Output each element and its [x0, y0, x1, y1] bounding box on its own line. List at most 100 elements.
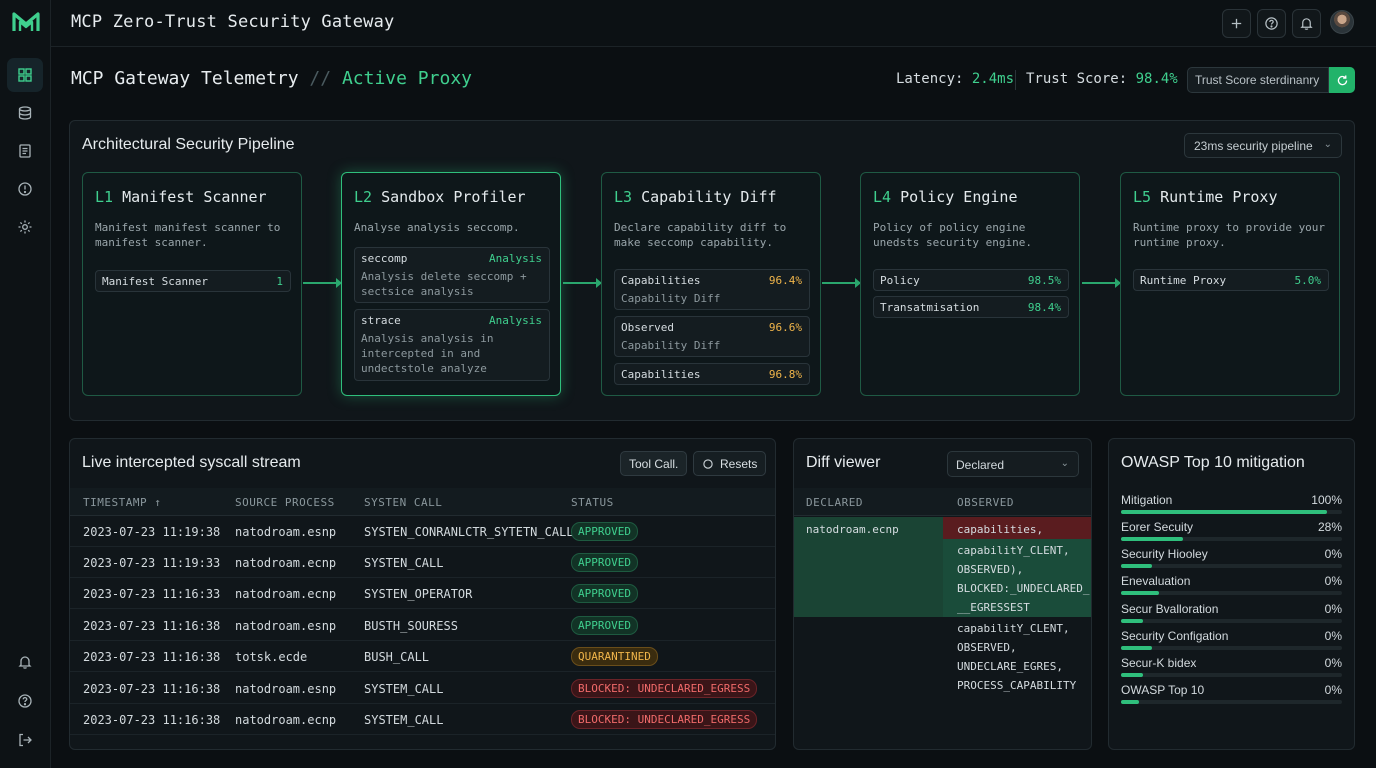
sidebar-item-settings[interactable]	[7, 210, 43, 244]
pipeline-select[interactable]: 23ms security pipeline ⌄	[1184, 133, 1342, 158]
stage-manifest-scanner[interactable]: L1 Manifest Scanner Manifest manifest sc…	[82, 172, 302, 396]
sidebar-item-dashboard[interactable]	[7, 58, 43, 92]
status-badge: APPROVED	[571, 584, 638, 603]
cell-syscall: SYSTEN_CALL	[364, 556, 444, 570]
owasp-title: OWASP Top 10 mitigation	[1121, 454, 1305, 471]
row-label: Manifest Scanner	[102, 275, 208, 288]
chevron-down-icon: ⌄	[1060, 458, 1069, 469]
stage-name: Capability Diff	[641, 188, 777, 206]
owasp-item-label: Eorer Secuity	[1121, 520, 1194, 534]
sidebar-item-documents[interactable]	[7, 134, 43, 168]
stream-title: Live intercepted syscall stream	[82, 454, 301, 471]
cell-timestamp: 2023-07-23 11:16:38	[83, 713, 221, 727]
tool-call-button[interactable]: Tool Call.	[620, 451, 688, 476]
stage-row[interactable]: Manifest Scanner 1	[95, 270, 291, 292]
stage-sandbox-profiler[interactable]: L2 Sandbox Profiler Analyse analysis sec…	[341, 172, 561, 396]
sidebar-logout[interactable]	[7, 723, 43, 757]
pipeline-arrow	[563, 278, 602, 288]
owasp-item: Security Hiooley 0%	[1121, 547, 1342, 574]
avatar[interactable]	[1330, 10, 1354, 34]
cell-syscall: SYSTEM_CALL	[364, 682, 444, 696]
pipeline-arrow	[822, 278, 861, 288]
cell-process: natodroam.ecnp	[235, 587, 337, 601]
help-icon	[18, 694, 32, 708]
logout-icon	[19, 733, 32, 747]
row-value: Analysis	[489, 252, 542, 265]
reset-button[interactable]: Resets	[693, 451, 767, 476]
stage-row[interactable]: Runtime Proxy 5.0%	[1133, 269, 1329, 291]
owasp-item: Enevaluation 0%	[1121, 574, 1342, 601]
diff-mode-select[interactable]: Declared ⌄	[947, 451, 1079, 477]
status-badge: APPROVED	[571, 616, 638, 635]
sidebar-notifications[interactable]	[7, 645, 43, 679]
diff-line: OBSERVED),	[957, 563, 1024, 576]
diff-header: DECLARED OBSERVED	[794, 488, 1091, 516]
cell-syscall: SYSTEN_OPERATOR	[364, 587, 473, 601]
col-system-call[interactable]: SYSTEN CALL	[364, 496, 443, 509]
row-sub: Analysis delete seccomp + sectsice analy…	[361, 270, 527, 298]
stage-capability-diff[interactable]: L3 Capability Diff Declare capability di…	[601, 172, 821, 396]
notifications-button[interactable]	[1292, 9, 1321, 38]
stage-name: Runtime Proxy	[1160, 188, 1278, 206]
owasp-item-label: Security Configation	[1121, 629, 1229, 643]
help-button[interactable]	[1257, 9, 1286, 38]
add-button[interactable]	[1222, 9, 1251, 38]
progress-track	[1121, 619, 1342, 623]
sidebar-item-database[interactable]	[7, 96, 43, 130]
page-subtitle: Active Proxy	[341, 68, 472, 89]
stage-number: L2	[354, 188, 373, 206]
table-row[interactable]: 2023-07-23 11:16:38 natodroam.esnp BUSTH…	[70, 610, 775, 641]
row-label: Capabilities	[621, 274, 701, 287]
table-row[interactable]: 2023-07-23 11:16:38 totsk.ecde BUSH_CALL…	[70, 641, 775, 672]
row-value: Analysis	[489, 314, 542, 327]
table-row[interactable]: 2023-07-23 11:19:38 natodroam.esnp SYSTE…	[70, 516, 775, 547]
owasp-item-label: Mitigation	[1121, 493, 1173, 507]
owasp-item: Security Configation 0%	[1121, 629, 1342, 656]
row-label: Runtime Proxy	[1140, 274, 1227, 287]
top-bar: MCP Zero-Trust Security Gateway	[51, 0, 1376, 47]
stage-policy-engine[interactable]: L4 Policy Engine Policy of policy engine…	[860, 172, 1080, 396]
stage-row[interactable]: Policy 98.5%	[873, 269, 1069, 291]
progress-fill	[1121, 537, 1183, 541]
col-status[interactable]: STATUS	[571, 496, 614, 509]
col-timestamp[interactable]: TIMESTAMP ↑	[83, 496, 161, 509]
stage-row[interactable]: Transatmisation 98.4%	[873, 296, 1069, 318]
owasp-item-label: Security Hiooley	[1121, 547, 1208, 561]
owasp-item-label: Secur-K bidex	[1121, 656, 1197, 670]
table-row[interactable]: 2023-07-23 11:16:38 natodroam.esnp SYSTE…	[70, 673, 775, 704]
diff-title: Diff viewer	[806, 454, 881, 471]
owasp-item-value: 100%	[1311, 493, 1342, 507]
trust-value: 98.4%	[1135, 71, 1178, 87]
stage-runtime-proxy[interactable]: L5 Runtime Proxy Runtime proxy to provid…	[1120, 172, 1340, 396]
refresh-button[interactable]	[1329, 67, 1355, 93]
table-row[interactable]: 2023-07-23 11:16:33 natodroam.ecnp SYSTE…	[70, 578, 775, 609]
row-value: 96.6%	[768, 321, 802, 334]
bell-icon	[1300, 18, 1313, 30]
declared-value: natodroam.ecnp	[806, 523, 899, 536]
table-row[interactable]: 2023-07-23 11:16:38 natodroam.ecnp SYSTE…	[70, 704, 775, 735]
progress-track	[1121, 564, 1342, 568]
stage-row[interactable]: seccomp Analysis Analysis delete seccomp…	[354, 247, 550, 303]
row-value: 5.0%	[1294, 274, 1322, 287]
trust-score-select[interactable]: Trust Score sterdinanry	[1187, 67, 1329, 93]
col-observed: OBSERVED	[957, 496, 1014, 509]
observed-removed-text: capabilities,	[957, 523, 1044, 536]
table-row[interactable]: 2023-07-23 11:19:33 natodroam.ecnp SYSTE…	[70, 547, 775, 578]
page-title-text: MCP Gateway Telemetry	[71, 68, 299, 89]
progress-fill	[1121, 700, 1139, 704]
stage-title: L4 Policy Engine	[873, 188, 1018, 206]
sidebar-help[interactable]	[7, 684, 43, 718]
stage-row[interactable]: Capabilities 96.8%	[614, 363, 810, 385]
stage-row[interactable]: Observed 96.6% Capability Diff	[614, 316, 810, 357]
sidebar-item-alerts[interactable]	[7, 172, 43, 206]
col-source-process[interactable]: SOURCE PROCESS	[235, 496, 335, 509]
stage-number: L3	[614, 188, 633, 206]
progress-fill	[1121, 646, 1152, 650]
stage-name: Manifest Scanner	[122, 188, 267, 206]
progress-track	[1121, 591, 1342, 595]
stage-row[interactable]: Capabilities 96.4% Capability Diff	[614, 269, 810, 310]
owasp-item: Mitigation 100%	[1121, 493, 1342, 520]
stage-description: Manifest manifest scanner to manifest sc…	[95, 221, 281, 249]
stage-row[interactable]: strace Analysis Analysis analysis in int…	[354, 309, 550, 381]
cell-timestamp: 2023-07-23 11:16:38	[83, 619, 221, 633]
